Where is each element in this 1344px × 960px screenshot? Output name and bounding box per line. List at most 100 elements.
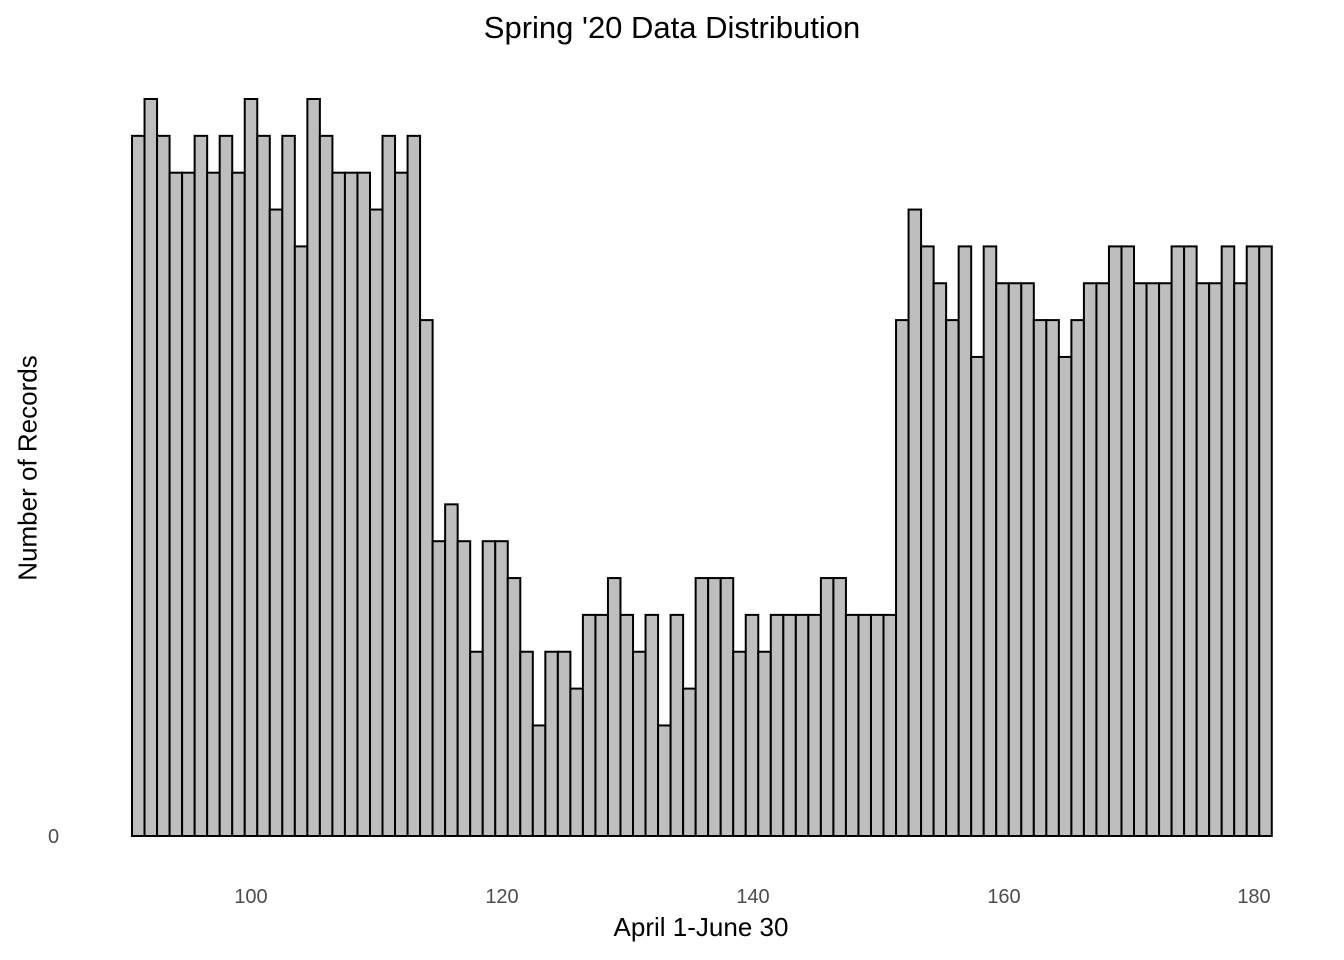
y-tick-0: 0 [48, 826, 60, 848]
histogram-bar [1107, 245, 1123, 837]
histogram-bar [719, 577, 735, 837]
chart-title: Spring '20 Data Distribution [483, 10, 861, 45]
histogram-bar [644, 613, 660, 838]
histogram-bar [256, 134, 271, 838]
histogram-bar [243, 98, 259, 837]
histogram-bar [1245, 245, 1261, 837]
histogram-bar [156, 134, 171, 838]
histogram-bar [193, 134, 209, 838]
histogram-bar [895, 319, 910, 838]
histogram-bar [231, 171, 246, 837]
histogram-bar [1183, 245, 1198, 837]
histogram-bar [769, 613, 785, 838]
x-axis-label: April 1-June 30 [613, 912, 789, 942]
histogram-bar [331, 171, 346, 837]
histogram-bar [1170, 245, 1186, 837]
histogram-bar [544, 650, 559, 837]
histogram-bar [481, 540, 497, 837]
histogram-bar [581, 613, 597, 838]
histogram-bar [920, 245, 935, 837]
histogram-bar [707, 577, 722, 837]
histogram-bar [619, 613, 635, 838]
histogram-bar [694, 577, 710, 837]
histogram-bar [757, 650, 772, 837]
histogram-bar [606, 577, 622, 837]
histogram-bar [907, 208, 923, 838]
histogram-bar [932, 282, 948, 837]
histogram-bar [744, 613, 760, 838]
histogram-bar [181, 171, 196, 837]
histogram-bar [406, 134, 422, 838]
histogram-bar [632, 650, 647, 837]
histogram-bar [343, 171, 359, 837]
histogram-bar [531, 724, 547, 838]
histogram-bar [1195, 282, 1211, 837]
histogram-bar [469, 650, 484, 837]
histogram-bar [657, 724, 672, 838]
histogram-bar [1158, 282, 1173, 837]
histogram-bar [782, 613, 797, 838]
histogram-bar [819, 577, 835, 837]
histogram-bar [306, 98, 321, 837]
histogram-bar [995, 282, 1010, 837]
x-tick-100: 100 [234, 886, 268, 908]
histogram-bar [143, 98, 159, 837]
histogram-bar [1095, 282, 1110, 837]
histogram-bar [456, 540, 472, 837]
histogram-bar [970, 355, 985, 837]
histogram-bar [1070, 319, 1085, 838]
histogram-bar [1007, 282, 1023, 837]
histogram-bar [394, 171, 409, 837]
histogram-bar [494, 540, 509, 837]
histogram-bar [794, 613, 810, 838]
x-tick-120: 120 [485, 886, 519, 908]
histogram-bar [869, 613, 885, 838]
histogram-bar [832, 577, 847, 837]
histogram-bar [1220, 245, 1236, 837]
histogram-bar [1145, 282, 1161, 837]
histogram-bar [1258, 245, 1273, 837]
histogram-bar [1208, 282, 1223, 837]
histogram-bar [506, 577, 522, 837]
histogram-bar [682, 687, 697, 837]
histogram-bar [1120, 245, 1136, 837]
histogram-bar [556, 650, 572, 837]
histogram-bar [431, 540, 447, 837]
histogram-bar [594, 613, 609, 838]
histogram-bar [1233, 282, 1248, 837]
histogram-bar [356, 171, 371, 837]
histogram-bar [882, 613, 898, 838]
histogram-bar [131, 134, 146, 838]
histogram-bar [206, 171, 221, 837]
histogram-bar [281, 134, 296, 838]
histogram-bar [318, 134, 334, 838]
histogram-bar [807, 613, 822, 838]
histogram-bar [419, 319, 434, 838]
histogram-bar [844, 613, 860, 838]
histogram-bar [1082, 282, 1098, 837]
histogram-bar [957, 245, 973, 837]
histogram-bar [982, 245, 998, 837]
histogram-bar [669, 613, 685, 838]
histogram-bar [945, 319, 960, 838]
histogram-bar [519, 650, 534, 837]
histogram-bar [444, 503, 459, 837]
histogram-bar [1032, 319, 1048, 838]
histogram-bar [381, 134, 397, 838]
histogram-bar [293, 245, 309, 837]
y-axis-label: Number of Records [12, 355, 43, 581]
histogram-bar [857, 613, 872, 838]
histogram-bar [168, 171, 184, 837]
x-tick-160: 160 [987, 886, 1021, 908]
histogram-bar [368, 208, 384, 838]
x-tick-180: 180 [1237, 886, 1271, 908]
histogram-bar [1133, 282, 1148, 837]
histogram-bar [569, 687, 584, 837]
histogram-bar [1045, 319, 1060, 838]
histogram-bar [1020, 282, 1035, 837]
histogram-bar [732, 650, 747, 837]
histogram-bar [268, 208, 284, 838]
histogram-bar [1057, 355, 1073, 837]
